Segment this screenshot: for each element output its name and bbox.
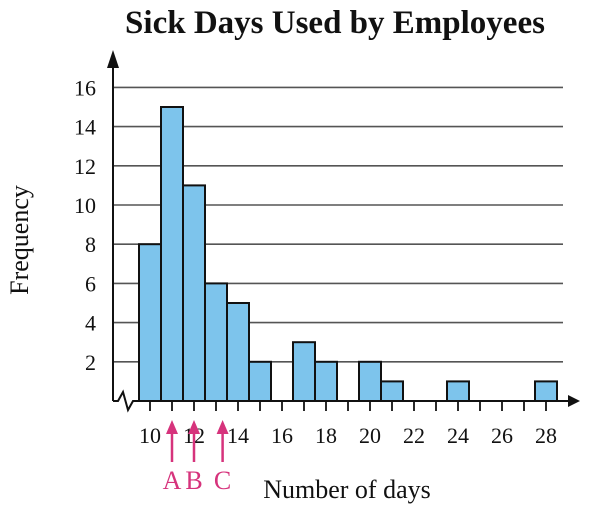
marker-b-arrow-head: [188, 420, 200, 434]
marker-a-label: A: [163, 466, 182, 495]
x-tick-label: 22: [403, 423, 425, 448]
x-axis-label: Number of days: [263, 475, 431, 504]
x-axis-line: [113, 389, 572, 413]
bar-28: [534, 380, 558, 402]
x-axis-arrow: [568, 395, 580, 407]
x-tick-label: 24: [447, 423, 469, 448]
marker-b-label: B: [185, 466, 202, 495]
y-tick-label: 4: [85, 311, 96, 336]
y-tick-label: 14: [74, 115, 96, 140]
bar-20: [358, 360, 382, 402]
x-tick-label: 14: [227, 423, 249, 448]
y-tick-label: 8: [85, 232, 96, 257]
x-tick-label: 28: [535, 423, 557, 448]
marker-c-arrow-head: [216, 420, 229, 434]
y-tick-label: 6: [85, 271, 96, 296]
y-tick-label: 10: [74, 193, 96, 218]
y-tick-label: 16: [74, 75, 96, 100]
bar-15: [248, 360, 272, 402]
axes: [107, 50, 580, 413]
bars: [138, 106, 558, 403]
bar-13: [204, 282, 228, 402]
bar-12: [182, 184, 206, 402]
bar-24: [446, 380, 470, 402]
bar-17: [292, 341, 316, 403]
x-tick-label: 10: [139, 423, 161, 448]
y-tick-label: 12: [74, 154, 96, 179]
y-axis-label: Frequency: [5, 185, 34, 295]
marker-a-arrow-head: [166, 420, 178, 434]
y-tick-label: 2: [85, 350, 96, 375]
bar-21: [380, 380, 404, 402]
x-tick-label: 26: [491, 423, 513, 448]
bar-18: [314, 360, 338, 402]
y-axis-arrow: [107, 50, 119, 68]
x-tick-label: 16: [271, 423, 293, 448]
x-tick-label: 20: [359, 423, 381, 448]
marker-c-label: C: [214, 466, 231, 495]
bar-14: [226, 302, 250, 402]
x-tick-label: 18: [315, 423, 337, 448]
bar-10: [138, 243, 162, 402]
chart-title: Sick Days Used by Employees: [125, 5, 545, 41]
bar-11: [160, 106, 184, 402]
